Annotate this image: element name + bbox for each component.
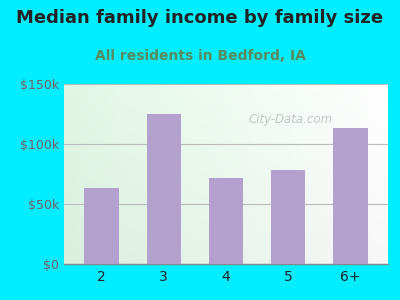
Text: All residents in Bedford, IA: All residents in Bedford, IA bbox=[94, 50, 306, 64]
Text: City-Data.com: City-Data.com bbox=[249, 113, 333, 127]
Bar bbox=[84, 188, 118, 264]
Bar bbox=[334, 128, 368, 264]
Bar bbox=[209, 178, 243, 264]
Bar bbox=[271, 170, 306, 264]
Text: Median family income by family size: Median family income by family size bbox=[16, 9, 384, 27]
Bar bbox=[146, 114, 181, 264]
